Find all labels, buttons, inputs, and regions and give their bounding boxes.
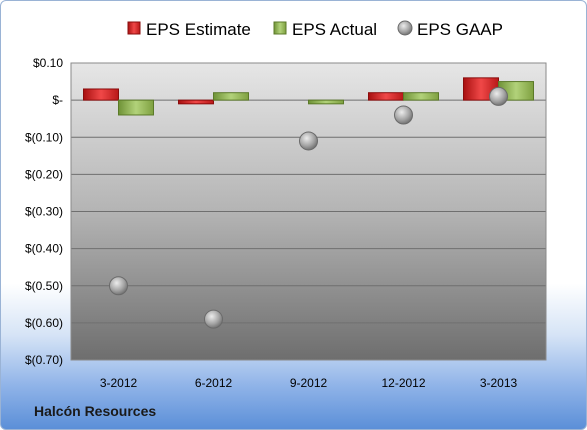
company-name: Halcón Resources [34, 403, 157, 419]
gaap-marker [394, 105, 413, 125]
gaap-markers [109, 86, 508, 329]
plot-border [70, 62, 547, 361]
y-tick-label: $0.10 [33, 56, 63, 70]
gaap-marker [299, 131, 318, 151]
y-axis-tick-labels: $0.10 $- $(0.10) $(0.20) $(0.30) $(0.40) $(0.5… [25, 56, 63, 367]
gaap-marker [109, 276, 128, 296]
legend-swatch [127, 21, 141, 35]
y-tick-label: $(0.10) [25, 130, 63, 144]
x-tick-label: 3-2012 [100, 376, 138, 390]
gaap-marker [204, 309, 223, 329]
bar-eps-actual [118, 99, 154, 116]
x-tick-label: 3-2013 [480, 376, 518, 390]
bar-eps-estimate [368, 92, 404, 101]
bar-eps-actual [213, 92, 249, 101]
x-tick-label: 9-2012 [290, 376, 328, 390]
x-tick-label: 12-2012 [381, 376, 425, 390]
bar-eps-estimate [83, 88, 119, 101]
y-tick-label: $(0.70) [25, 353, 63, 367]
y-tick-label: $(0.60) [25, 316, 63, 330]
y-tick-label: $- [52, 93, 63, 107]
y-tick-label: $(0.50) [25, 279, 63, 293]
legend-label: EPS GAAP [417, 20, 503, 39]
y-tick-label: $(0.20) [25, 167, 63, 181]
gaap-marker [489, 86, 508, 106]
bar-eps-estimate [178, 99, 214, 105]
legend-swatch [273, 21, 287, 35]
bar-eps-actual [308, 99, 344, 105]
legend-label: EPS Actual [292, 20, 377, 39]
y-tick-label: $(0.40) [25, 242, 63, 256]
y-tick-label: $(0.30) [25, 205, 63, 219]
legend-label: EPS Estimate [146, 20, 251, 39]
legend-swatch [397, 20, 413, 36]
legend: EPS Estimate EPS Actual EPS GAAP [127, 20, 503, 39]
bar-eps-actual [403, 92, 439, 101]
x-tick-label: 6-2012 [195, 376, 233, 390]
x-axis-tick-labels: 3-2012 6-2012 9-2012 12-2012 3-2013 [100, 376, 518, 390]
